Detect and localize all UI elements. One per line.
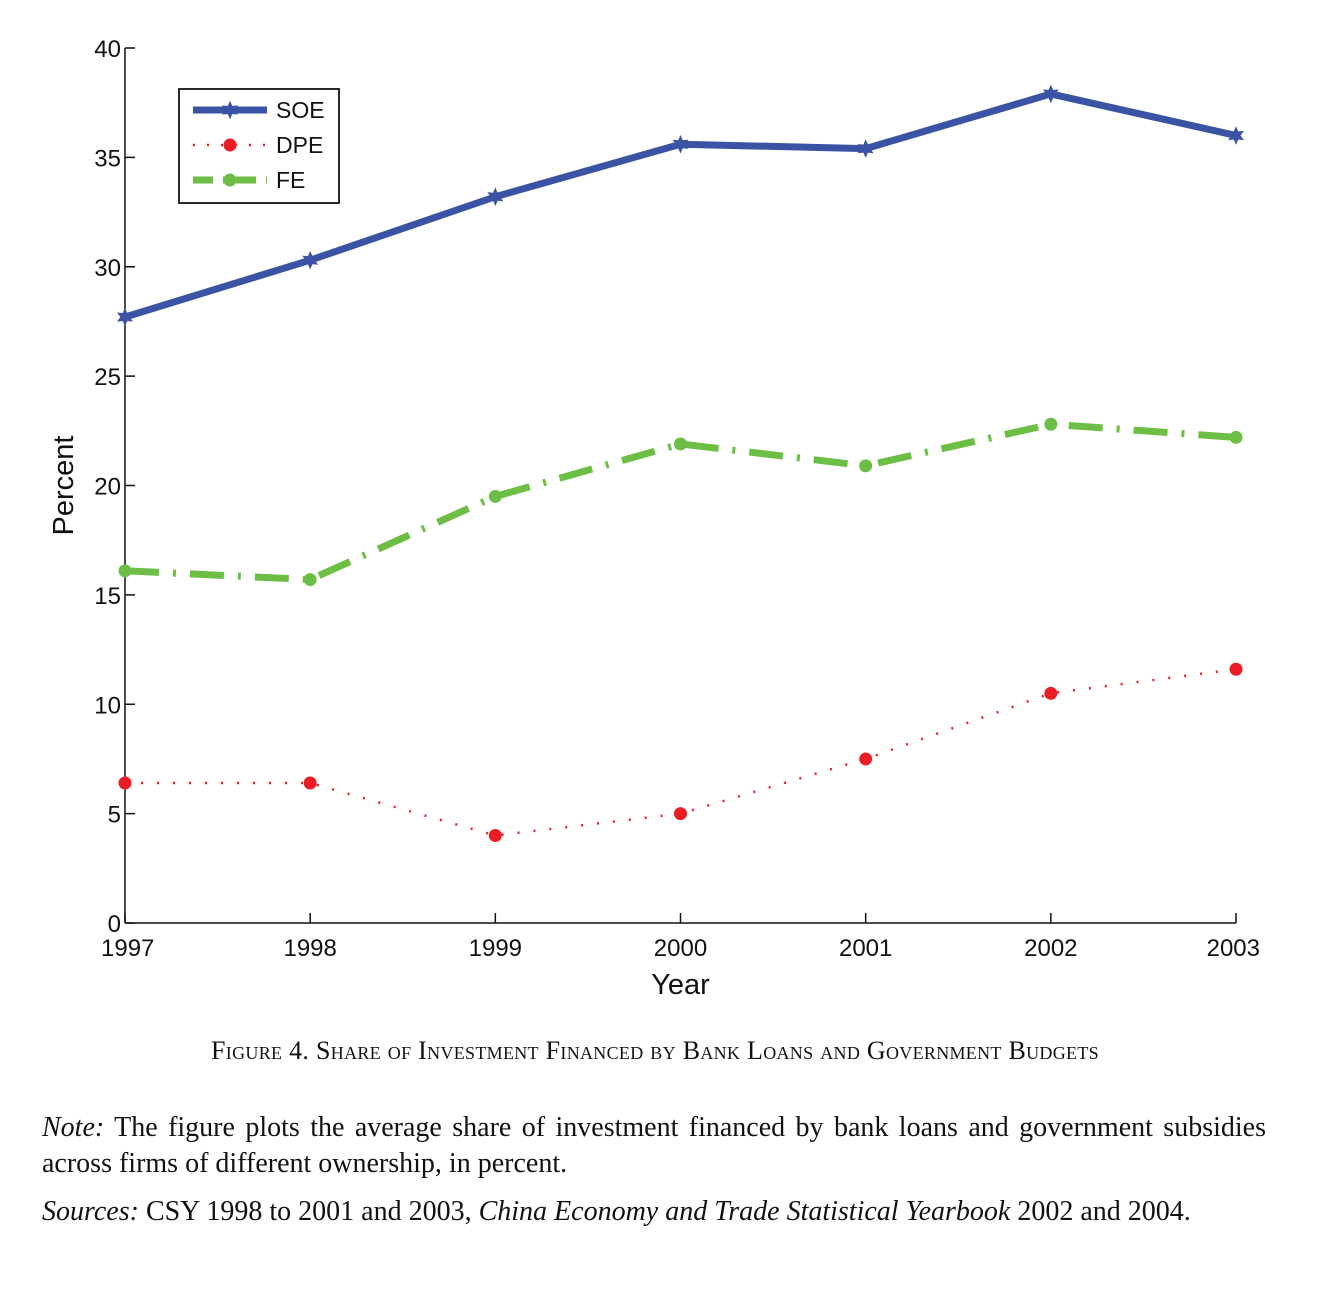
data-point-dpe [1044,686,1058,700]
x-tick-label: 2002 [1024,935,1077,962]
legend-marker-soe [221,100,239,120]
data-point-dpe [488,829,502,842]
data-point-soe [1042,84,1059,104]
figure-title: Share of Investment Financed by Bank Loa… [316,1036,1099,1065]
x-axis-label: Year [651,969,710,1001]
y-axis-label: Percent [48,436,80,536]
figure-notes: Note: The figure plots the average share… [42,1110,1266,1242]
x-tick-label: 1998 [283,935,336,962]
data-point-fe [1044,417,1058,431]
y-tick-label: 15 [94,583,121,610]
legend-label-soe: SOE [276,97,325,123]
x-tick-label: 2003 [1207,935,1260,962]
data-point-dpe [118,776,132,790]
series-soe [116,84,1245,327]
y-tick-label: 40 [94,36,121,63]
y-tick-label: 25 [94,364,121,391]
data-point-soe [1227,126,1245,145]
sources-italic-title: China Economy and Trade Statistical Year… [478,1196,1011,1227]
legend-marker-dpe [223,138,237,152]
data-point-soe [116,307,134,327]
data-point-fe [1229,430,1243,444]
data-point-dpe [1229,662,1243,676]
x-tick-label: 1999 [469,935,522,962]
figure-caption: Figure 4. Share of Investment Financed b… [0,1036,1310,1066]
data-point-fe [488,489,502,503]
figure-number: Figure 4. [211,1036,310,1065]
data-point-dpe [303,776,317,790]
chart-axes: 0 5 10 15 20 25 30 35 40 1997 1998 1999 2000 2001 2002… [48,36,1260,1001]
note-label: Note: [42,1112,105,1143]
data-point-fe [674,437,687,451]
series-dpe [118,662,1243,842]
series-fe [118,417,1243,587]
sources-label: Sources: [42,1196,139,1227]
data-point-fe [859,459,873,473]
y-tick-label: 5 [108,802,121,829]
y-tick-label: 35 [94,145,121,172]
legend-marker-fe [223,173,237,187]
data-point-fe [303,573,317,587]
y-tick-label: 30 [94,255,121,282]
legend-label-dpe: DPE [276,132,323,158]
data-point-dpe [859,752,873,766]
legend-label-fe: FE [276,167,305,193]
y-tick-label: 10 [94,692,121,719]
sources-text-after: 2002 and 2004. [1017,1196,1191,1227]
chart-series [116,84,1245,842]
sources-paragraph: Sources: CSY 1998 to 2001 and 2003, Chin… [42,1194,1266,1230]
data-point-soe [857,139,874,158]
data-point-soe [672,135,689,154]
line-chart: 0 5 10 15 20 25 30 35 40 1997 1998 1999 2000 2001 2002… [48,36,1260,1001]
data-point-dpe [674,807,687,821]
data-point-soe [302,250,319,270]
y-tick-label: 0 [108,911,121,938]
note-paragraph: Note: The figure plots the average share… [42,1110,1266,1182]
y-tick-label: 20 [94,474,121,501]
sources-text-before: CSY 1998 to 2001 and 2003, [145,1196,472,1227]
note-text: The figure plots the average share of in… [42,1112,1266,1179]
data-point-soe [487,187,504,206]
x-tick-label: 2001 [839,935,892,962]
x-tick-label: 1997 [101,935,154,962]
x-tick-label: 2000 [654,935,707,962]
data-point-fe [118,564,132,578]
chart-legend: SOE DPE FE [178,88,340,204]
